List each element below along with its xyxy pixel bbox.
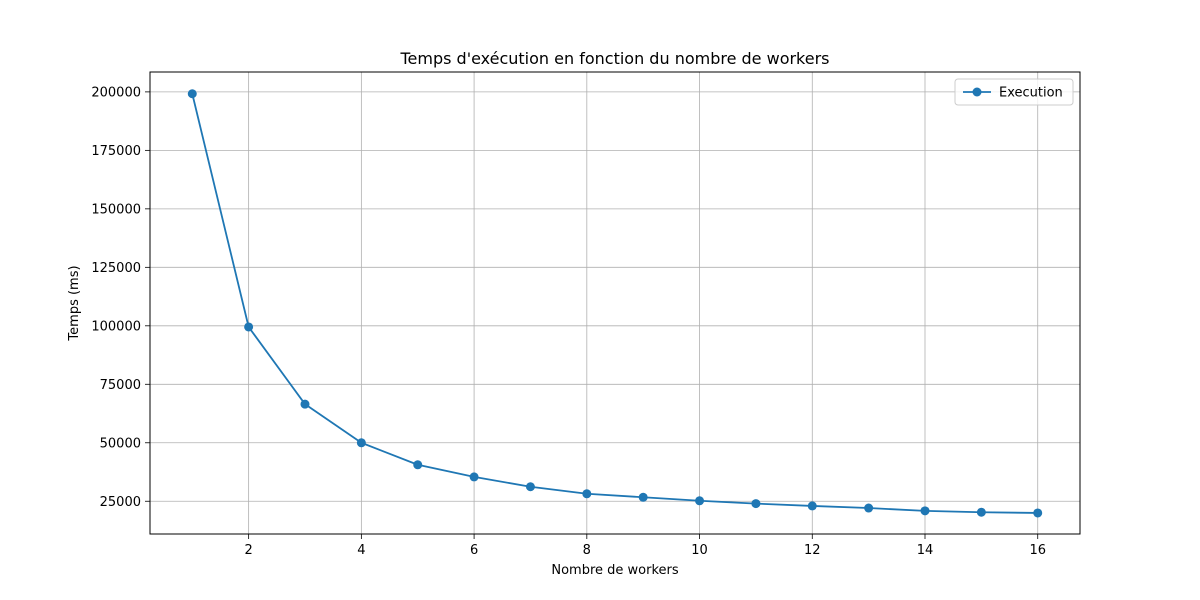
data-point (469, 472, 479, 482)
data-point (356, 438, 366, 448)
legend: Execution (954, 78, 1074, 106)
x-axis-label: Nombre de workers (551, 563, 679, 578)
data-point (244, 322, 254, 332)
data-point (695, 496, 705, 506)
data-point (525, 482, 535, 492)
x-tick-label: 10 (691, 543, 708, 558)
data-point (920, 506, 930, 516)
chart-title: Temps d'exécution en fonction du nombre … (399, 49, 829, 68)
x-tick-label: 2 (244, 543, 252, 558)
x-tick-label: 8 (583, 543, 591, 558)
data-point (413, 460, 423, 470)
y-tick-label: 100000 (91, 319, 141, 334)
x-tick-label: 16 (1029, 543, 1046, 558)
y-tick-label: 125000 (91, 261, 141, 276)
legend-box (954, 78, 1074, 106)
data-point (1033, 508, 1043, 518)
data-point (864, 503, 874, 513)
series-line (191, 93, 1038, 514)
y-tick-label: 50000 (100, 436, 141, 451)
legend-marker (972, 87, 982, 97)
grid (150, 72, 1080, 534)
data-point (300, 399, 310, 409)
data-point (638, 492, 648, 502)
plot-area (187, 89, 1043, 518)
x-tick-label: 12 (804, 543, 821, 558)
y-tick-label: 75000 (100, 378, 141, 393)
x-axis: 2 4 6 8 10 12 14 16 (244, 534, 1046, 558)
y-tick-label: 200000 (91, 85, 141, 100)
x-tick-label: 4 (357, 543, 365, 558)
y-tick-label: 150000 (91, 202, 141, 217)
x-tick-label: 6 (470, 543, 478, 558)
data-point (976, 507, 986, 517)
x-tick-label: 14 (917, 543, 934, 558)
y-tick-label: 175000 (91, 144, 141, 159)
data-point (807, 501, 817, 511)
data-point (751, 499, 761, 509)
y-axis-label: Temps (ms) (67, 265, 82, 341)
data-point (582, 489, 592, 499)
y-tick-label: 25000 (100, 495, 141, 510)
y-axis: 25000 50000 75000 100000 125000 150000 175000 2… (91, 85, 150, 510)
plot-frame (149, 71, 1081, 535)
legend-label: Execution (999, 86, 1063, 101)
data-point (187, 89, 197, 99)
